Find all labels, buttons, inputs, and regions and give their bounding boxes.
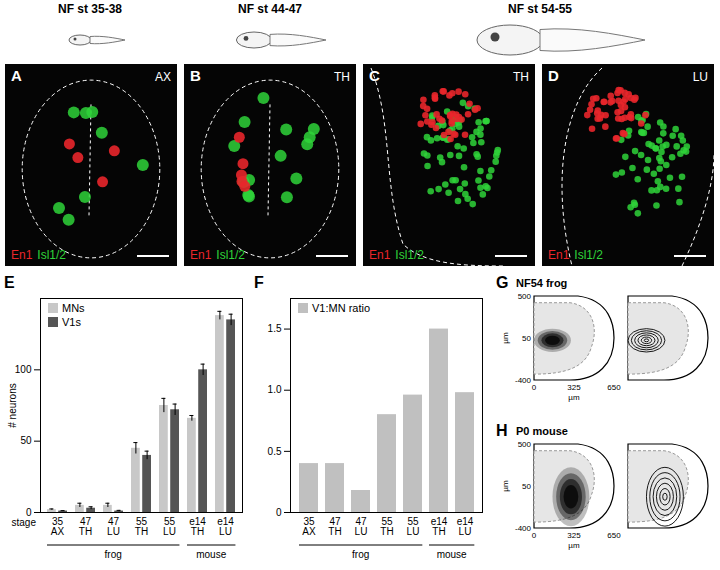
svg-text:C: C (369, 67, 380, 84)
svg-text:TH: TH (513, 70, 529, 84)
svg-text:e14LU: e14LU (217, 516, 234, 537)
svg-text:mouse: mouse (196, 549, 226, 560)
svg-text:47TH: 47TH (79, 516, 92, 537)
svg-text:AX: AX (155, 70, 171, 84)
svg-text:stage: stage (12, 517, 37, 528)
html-text:F: F (254, 274, 264, 291)
svg-text:En1Isl1/2: En1Isl1/2 (11, 248, 66, 262)
svg-text:35AX: 35AX (302, 516, 316, 537)
svg-text:55LU: 55LU (407, 516, 420, 537)
svg-text:1.0: 1.0 (268, 384, 282, 395)
svg-text:En1Isl1/2: En1Isl1/2 (548, 248, 603, 262)
svg-text:G: G (496, 274, 508, 291)
svg-text:µm: µm (501, 480, 510, 492)
svg-text:325: 325 (567, 531, 581, 540)
svg-text:TH: TH (334, 70, 350, 84)
svg-text:47LU: 47LU (107, 516, 120, 537)
svg-text:500: 500 (518, 292, 532, 301)
svg-text:47TH: 47TH (328, 516, 341, 537)
svg-text:frog: frog (105, 549, 122, 560)
html-text:V1:MN ratio: V1:MN ratio (312, 302, 371, 314)
svg-text:500: 500 (518, 440, 532, 449)
html-text:MNs: MNs (62, 302, 85, 314)
svg-text:NF st 35-38: NF st 35-38 (58, 2, 122, 16)
svg-text:# neurons: # neurons (7, 383, 18, 427)
svg-text:0: 0 (532, 531, 537, 540)
svg-text:µm: µm (568, 393, 580, 402)
svg-text:En1Isl1/2: En1Isl1/2 (190, 248, 245, 262)
svg-text:35AX: 35AX (51, 516, 65, 537)
svg-text:NF st 54-55: NF st 54-55 (508, 2, 572, 16)
svg-text:55TH: 55TH (135, 516, 148, 537)
svg-text:0: 0 (25, 506, 32, 518)
svg-text:µm: µm (501, 332, 510, 344)
svg-text:50: 50 (20, 435, 32, 446)
svg-text:En1Isl1/2: En1Isl1/2 (369, 248, 424, 262)
svg-text:e14TH: e14TH (431, 516, 448, 537)
svg-text:NF st 44-47: NF st 44-47 (238, 2, 302, 16)
svg-text:55LU: 55LU (163, 516, 176, 537)
svg-text:e14LU: e14LU (457, 516, 474, 537)
svg-text:0: 0 (532, 383, 537, 392)
svg-text:B: B (190, 67, 201, 84)
svg-text:0.5: 0.5 (268, 446, 282, 457)
svg-text:e14TH: e14TH (189, 516, 206, 537)
svg-text:P0 mouse: P0 mouse (516, 425, 568, 437)
html-text:V1s: V1s (62, 316, 81, 328)
svg-text:-400: -400 (515, 376, 532, 385)
html-text:E: E (4, 274, 15, 291)
svg-text:47LU: 47LU (355, 516, 368, 537)
svg-text:H: H (496, 422, 508, 439)
svg-text:A: A (11, 67, 22, 84)
svg-text:325: 325 (567, 383, 581, 392)
svg-text:µm: µm (568, 541, 580, 550)
svg-text:0: 0 (276, 507, 282, 518)
svg-text:55TH: 55TH (380, 516, 393, 537)
svg-text:650: 650 (607, 383, 621, 392)
svg-text:frog: frog (352, 549, 369, 560)
svg-text:-400: -400 (515, 524, 532, 533)
svg-text:650: 650 (607, 531, 621, 540)
svg-text:LU: LU (693, 70, 708, 84)
svg-text:50: 50 (522, 482, 531, 491)
svg-text:mouse: mouse (437, 549, 467, 560)
svg-text:D: D (548, 67, 559, 84)
svg-text:1.5: 1.5 (268, 323, 282, 334)
svg-text:50: 50 (522, 334, 531, 343)
svg-text:100: 100 (15, 364, 32, 375)
svg-text:NF54 frog: NF54 frog (516, 277, 567, 289)
